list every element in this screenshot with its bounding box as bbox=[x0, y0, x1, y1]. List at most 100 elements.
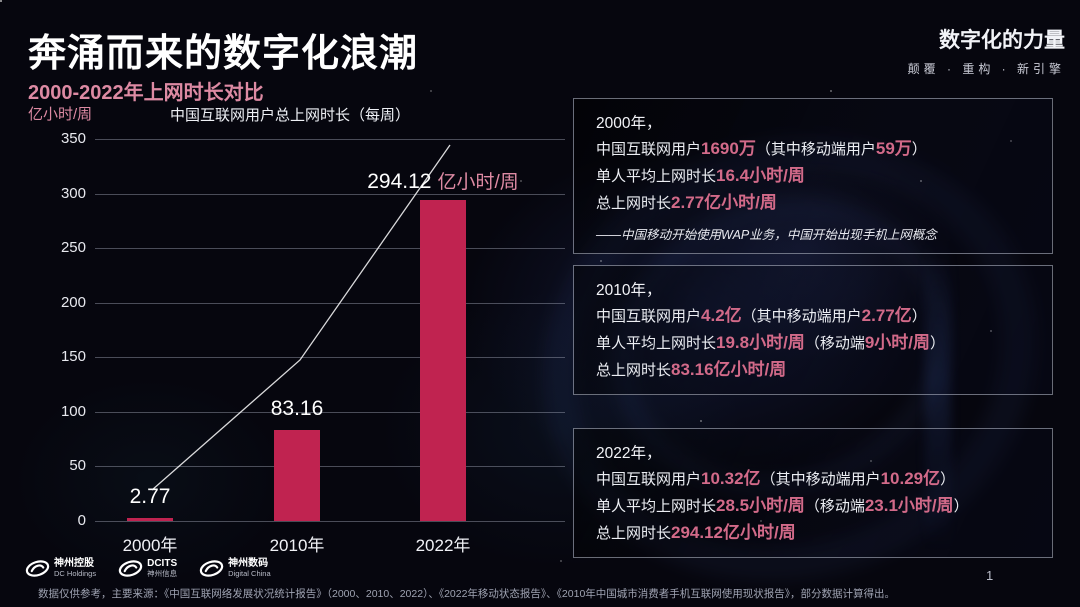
highlight-value: 83.16亿小时/周 bbox=[671, 360, 787, 379]
bar-value: 2.77 bbox=[129, 484, 171, 508]
info-box-2010: 2010年， 中国互联网用户4.2亿（其中移动端用户2.77亿） 单人平均上网时长1… bbox=[573, 265, 1053, 395]
info-text: 单人平均上网时长 bbox=[596, 498, 717, 515]
brand-block: 数字化的力量 颠覆 · 重构 · 新引擎 bbox=[908, 24, 1065, 77]
logo-text: 神州数码 Digital China bbox=[228, 558, 271, 578]
data-source-footnote: 数据仅供参考，主要来源：《中国互联网络发展状况统计报告》（2000、2010、2… bbox=[38, 588, 896, 600]
company-logo: DCITS 神州信息 bbox=[118, 558, 177, 578]
highlight-value: 59万 bbox=[875, 139, 912, 158]
bar-value-label: 83.16 bbox=[157, 397, 437, 421]
bar-value: 83.16 bbox=[270, 397, 324, 421]
logo-name: DCITS bbox=[147, 558, 178, 569]
highlight-value: 4.2亿 bbox=[701, 306, 742, 325]
highlight-value: 23.1小时/周 bbox=[864, 496, 954, 515]
info-box-line: 总上网时长83.16亿小时/周 bbox=[596, 357, 1030, 384]
info-text: （移动端 bbox=[804, 335, 865, 352]
bar-value-unit: 亿小时/周 bbox=[437, 171, 519, 193]
page-title: 奔涌而来的数字化浪潮 bbox=[28, 33, 419, 75]
highlight-value: 294.12亿小时/周 bbox=[671, 523, 796, 542]
info-text: 中国互联网用户 bbox=[596, 308, 702, 325]
brand-tagline: 颠覆 · 重构 · 新引擎 bbox=[907, 62, 1065, 76]
brand-name: 数字化的力量 bbox=[939, 29, 1065, 52]
company-logo: 神州控股 DC Holdings bbox=[25, 558, 96, 578]
company-logo: 神州数码 Digital China bbox=[199, 558, 271, 578]
info-text: 总上网时长 bbox=[596, 525, 672, 542]
highlight-value: 9小时/周 bbox=[864, 333, 931, 352]
logo-text: DCITS 神州信息 bbox=[147, 558, 177, 578]
highlight-value: 1690万 bbox=[701, 139, 756, 158]
info-box-line: 中国互联网用户10.32亿（其中移动端用户10.29亿） bbox=[596, 466, 1030, 493]
logo-subname: 神州信息 bbox=[147, 569, 178, 578]
info-box-2022: 2022年， 中国互联网用户10.32亿（其中移动端用户10.29亿） 单人平均上网… bbox=[573, 428, 1053, 558]
info-text: ） bbox=[911, 141, 927, 158]
galaxy-swirl-logo-icon bbox=[118, 559, 143, 577]
y-tick-label: 350 bbox=[60, 130, 86, 147]
info-text: 总上网时长 bbox=[596, 195, 672, 212]
info-box-line: 单人平均上网时长16.4小时/周 bbox=[596, 163, 1030, 190]
info-text: （其中移动端用户 bbox=[760, 471, 881, 488]
logo-subname: Digital China bbox=[228, 569, 271, 578]
bar-value-label: 2.77 bbox=[10, 485, 290, 509]
info-text: （其中移动端用户 bbox=[741, 308, 862, 325]
bar-2010年 bbox=[274, 430, 320, 521]
highlight-value: 10.32亿 bbox=[701, 469, 761, 488]
grid-line bbox=[95, 139, 565, 140]
y-tick-label: 300 bbox=[60, 184, 86, 202]
info-text: ） bbox=[911, 308, 927, 325]
chart-title: 中国互联网用户总上网时长（每周） bbox=[169, 107, 410, 124]
bar-2022年 bbox=[420, 199, 466, 521]
highlight-value: 2.77亿 bbox=[861, 306, 912, 325]
y-tick-label: 0 bbox=[77, 512, 86, 529]
x-category-label: 2010年 bbox=[269, 536, 325, 555]
page-subtitle: 2000-2022年上网时长对比 bbox=[28, 82, 264, 104]
info-text: 单人平均上网时长 bbox=[596, 168, 717, 185]
logo-name: 神州控股 bbox=[54, 558, 94, 569]
page-number: 1 bbox=[986, 568, 994, 583]
highlight-value: 16.4小时/周 bbox=[716, 166, 805, 185]
info-text: 中国互联网用户 bbox=[596, 141, 702, 158]
highlight-value: 10.29亿 bbox=[880, 469, 941, 488]
galaxy-swirl-logo-icon bbox=[199, 559, 224, 577]
galaxy-swirl-logo-icon bbox=[25, 559, 50, 577]
info-text: （移动端 bbox=[804, 498, 865, 515]
info-text: ） bbox=[930, 335, 946, 352]
info-box-line: 单人平均上网时长19.8小时/周（移动端9小时/周） bbox=[596, 330, 1030, 357]
y-tick-label: 150 bbox=[60, 348, 86, 366]
grid-line bbox=[95, 357, 565, 359]
bar-2000年 bbox=[127, 517, 173, 521]
info-box-line: 总上网时长2.77亿小时/周 bbox=[596, 190, 1030, 217]
highlight-value: 28.5小时/周 bbox=[716, 496, 805, 515]
grid-line bbox=[95, 248, 565, 250]
info-box-heading: 2000年， bbox=[596, 115, 662, 132]
info-box-heading: 2022年， bbox=[596, 445, 662, 462]
info-box-note: ——中国移动开始使用WAP业务，中国开始出现手机上网概念 bbox=[596, 228, 937, 242]
grid-line bbox=[95, 302, 565, 304]
star-dots-decoration bbox=[0, 0, 2, 2]
info-box-line: 单人平均上网时长28.5小时/周（移动端23.1小时/周） bbox=[596, 493, 1030, 520]
info-text: 中国互联网用户 bbox=[596, 471, 702, 488]
y-tick-label: 250 bbox=[60, 239, 86, 257]
grid-line bbox=[95, 466, 565, 468]
info-box-line: 中国互联网用户4.2亿（其中移动端用户2.77亿） bbox=[596, 303, 1030, 330]
footer-logos: 神州控股 DC Holdings DCITS 神州信息 神州数码 Digital Chin… bbox=[25, 558, 271, 578]
info-text: 总上网时长 bbox=[596, 362, 672, 379]
bar-value: 294.12 bbox=[367, 169, 432, 193]
y-tick-label: 50 bbox=[69, 457, 86, 475]
info-box-2000: 2000年， 中国互联网用户1690万（其中移动端用户59万） 单人平均上网时长16… bbox=[573, 98, 1053, 254]
grid-line bbox=[95, 521, 565, 522]
bar-value-label: 294.12 亿小时/周 bbox=[303, 167, 583, 194]
y-tick-label: 200 bbox=[60, 293, 86, 311]
highlight-value: 2.77亿小时/周 bbox=[671, 193, 777, 212]
chart-y-unit-label: 亿小时/周 bbox=[28, 106, 93, 123]
y-tick-label: 100 bbox=[60, 402, 86, 420]
logo-text: 神州控股 DC Holdings bbox=[54, 558, 96, 578]
info-text: 单人平均上网时长 bbox=[596, 335, 717, 352]
x-category-label: 2022年 bbox=[415, 536, 471, 555]
info-box-line: 中国互联网用户1690万（其中移动端用户59万） bbox=[596, 136, 1030, 163]
highlight-value: 19.8小时/周 bbox=[716, 333, 805, 352]
x-category-label: 2000年 bbox=[122, 536, 178, 555]
logo-name: 神州数码 bbox=[228, 558, 269, 569]
info-text: ） bbox=[940, 471, 956, 488]
info-box-heading: 2010年， bbox=[596, 282, 662, 299]
info-box-line: 总上网时长294.12亿小时/周 bbox=[596, 520, 1030, 547]
